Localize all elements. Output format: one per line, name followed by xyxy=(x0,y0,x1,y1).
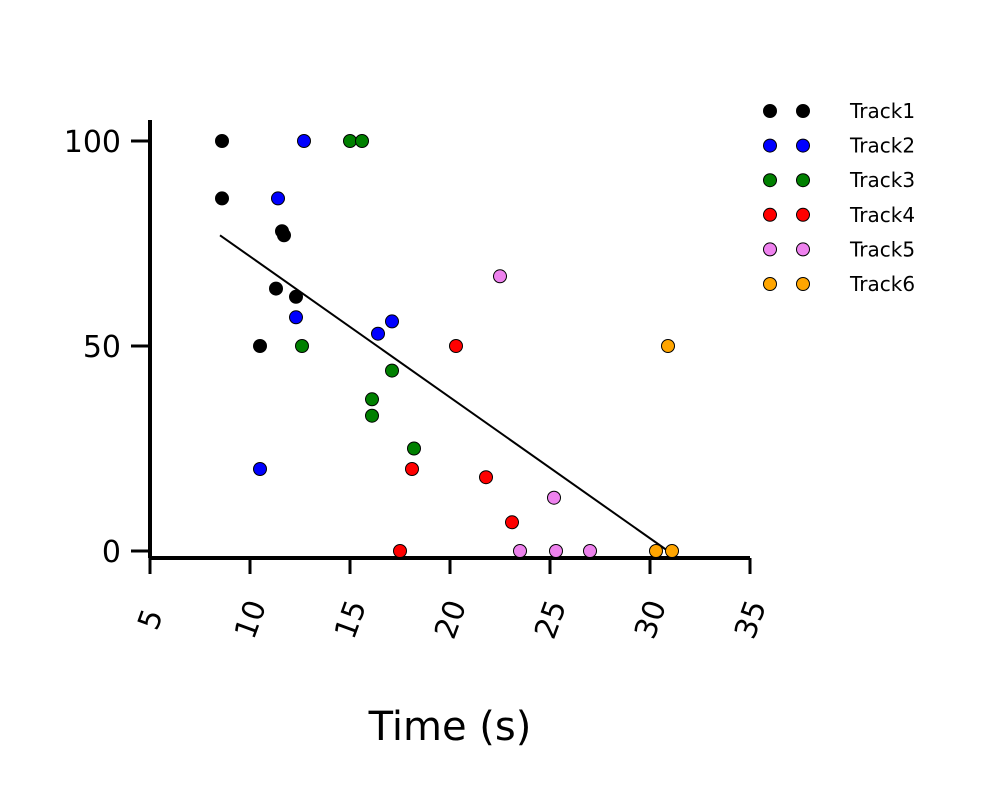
track3-point xyxy=(355,134,369,148)
x-tick-label: 20 xyxy=(428,596,474,644)
track4-point xyxy=(405,462,419,476)
fit-line-layer xyxy=(219,234,669,552)
legend-marker-track6 xyxy=(763,277,777,291)
legend-marker-track2 xyxy=(763,138,777,153)
track4-point xyxy=(449,339,463,353)
y-tick-label: 0 xyxy=(102,535,121,570)
track5-point xyxy=(513,544,527,558)
axes xyxy=(131,120,752,574)
y-tick-labels: 0 50 100 xyxy=(64,125,121,570)
legend-marker-track3 xyxy=(763,173,777,188)
track4-point xyxy=(393,544,407,558)
track6-point xyxy=(649,544,663,558)
track3-point xyxy=(365,392,379,407)
track2-point xyxy=(271,191,285,206)
legend-marker-track4 xyxy=(763,207,777,222)
track1-point xyxy=(289,289,303,304)
x-tick-label: 25 xyxy=(528,596,574,644)
legend-marker-track3 xyxy=(796,173,810,188)
track3-point xyxy=(407,441,421,456)
x-tick-label: 30 xyxy=(628,596,674,644)
x-tick-label: 35 xyxy=(728,596,774,644)
legend-label-track2: Track2 xyxy=(849,134,915,158)
track3-point xyxy=(343,134,357,148)
track5-point xyxy=(547,490,561,505)
legend-label-track4: Track4 xyxy=(849,203,915,227)
legend-marker-track1 xyxy=(763,104,777,118)
legend: Track1 Track2 Track3 Track4 Track5 Track6 xyxy=(763,99,915,296)
track3-point xyxy=(385,363,399,378)
data-points xyxy=(215,134,679,558)
track1-point xyxy=(277,228,291,243)
x-axis-title: Time (s) xyxy=(368,704,532,750)
legend-marker-track5 xyxy=(796,242,810,257)
legend-marker-track6 xyxy=(796,277,810,291)
x-tick-labels: 5 10 15 20 25 30 35 xyxy=(131,596,774,644)
legend-marker-track1 xyxy=(796,104,810,118)
legend-label-track1: Track1 xyxy=(849,99,915,123)
track5-point xyxy=(549,544,563,558)
y-tick-label: 50 xyxy=(83,330,121,365)
track2-point xyxy=(385,314,399,329)
x-tick-label: 10 xyxy=(228,596,274,644)
track2-point xyxy=(371,326,385,341)
track1-point xyxy=(253,339,267,353)
legend-marker-track2 xyxy=(796,138,810,153)
track5-point xyxy=(583,544,597,558)
track2-point xyxy=(289,310,303,325)
track6-point xyxy=(665,544,679,558)
legend-marker-track5 xyxy=(763,242,777,257)
track1-point xyxy=(215,191,229,206)
track3-point xyxy=(295,339,309,353)
y-tick-label: 100 xyxy=(64,125,121,160)
legend-marker-track4 xyxy=(796,207,810,222)
legend-label-track3: Track3 xyxy=(849,168,915,192)
fit-line xyxy=(219,234,669,552)
track1-point xyxy=(215,134,229,148)
x-tick-label: 15 xyxy=(328,596,374,644)
track5-point xyxy=(493,269,507,284)
track4-point xyxy=(479,470,493,485)
legend-label-track6: Track6 xyxy=(849,272,915,296)
x-tick-label: 5 xyxy=(131,605,170,635)
track2-point xyxy=(297,134,311,148)
track1-point xyxy=(269,281,283,296)
track2-point xyxy=(253,462,267,476)
legend-label-track5: Track5 xyxy=(849,237,915,261)
track4-point xyxy=(505,515,519,530)
track6-point xyxy=(661,339,675,353)
track3-point xyxy=(365,408,379,423)
